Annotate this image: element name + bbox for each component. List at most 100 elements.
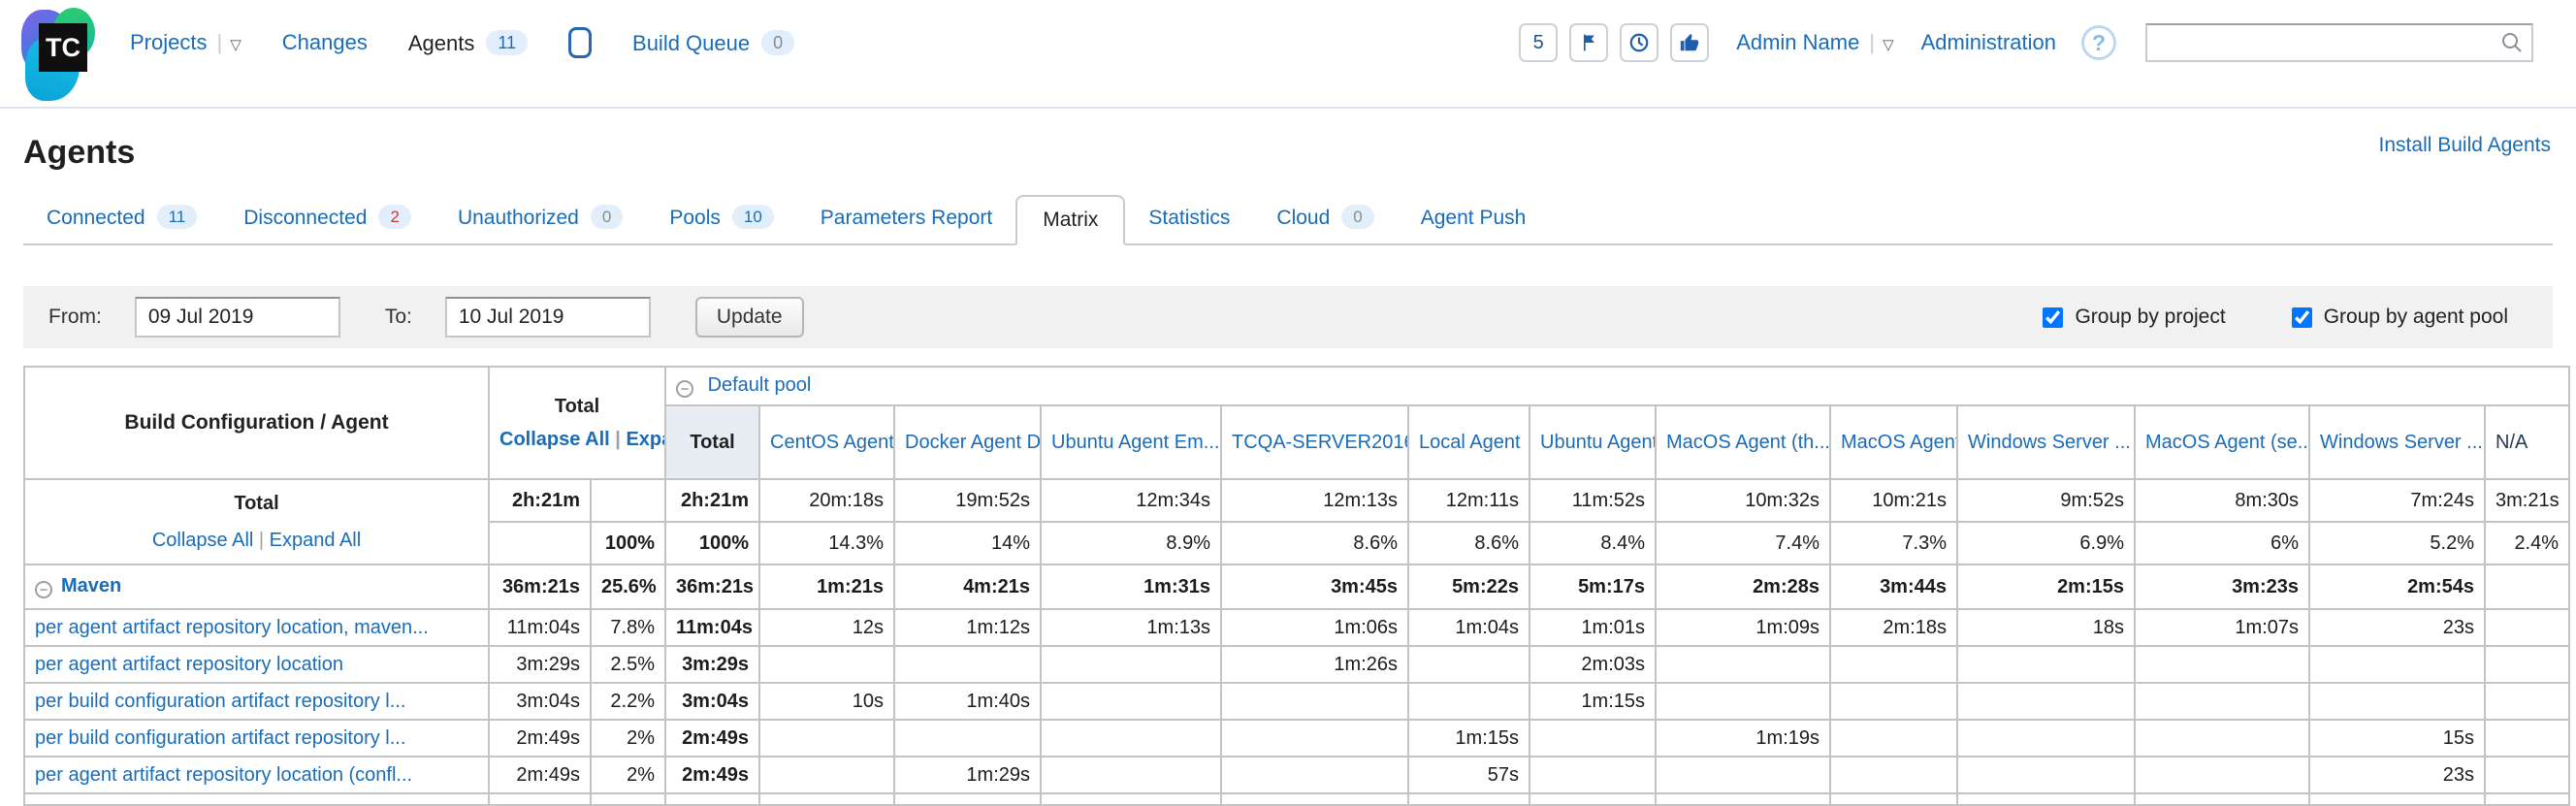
- agent-time-cell: 2m:18s: [1829, 608, 1958, 647]
- nav-changes[interactable]: Changes: [282, 30, 368, 55]
- chevron-down-icon[interactable]: ▽: [1883, 37, 1894, 53]
- build-config-link-maven[interactable]: Maven: [61, 575, 122, 596]
- tab-parameters-report[interactable]: Parameters Report: [820, 207, 993, 229]
- row-percent-cell: 2.2%: [590, 682, 666, 721]
- thumbs-up-icon[interactable]: [1670, 23, 1710, 62]
- row-time-cell: 36m:21s: [488, 564, 592, 610]
- collapse-pool-icon[interactable]: −: [676, 380, 693, 398]
- agent-link-local-agent[interactable]: Local Agent: [1419, 431, 1521, 453]
- administration-link[interactable]: Administration: [1920, 30, 2056, 54]
- agent-link-macos-agent-th[interactable]: MacOS Agent (th...: [1666, 431, 1830, 453]
- row-label-cell[interactable]: per agent artifact repository location (…: [23, 756, 490, 794]
- agent-column-windows-server[interactable]: Windows Server ...: [1956, 404, 2136, 480]
- search-input[interactable]: [2147, 31, 2500, 54]
- agent-column-macos-agent[interactable]: MacOS Agent: [1829, 404, 1958, 480]
- tab-disconnected[interactable]: Disconnected 2: [220, 195, 435, 243]
- agent-total-percent-cell: 100%: [664, 521, 760, 565]
- agent-link-windows-server[interactable]: Windows Server ...: [2320, 431, 2483, 453]
- build-config-link-per-agent-artifact-repository-location-c[interactable]: per agent artifact repository location (…: [35, 763, 413, 786]
- agent-column-windows-server[interactable]: Windows Server ...: [2308, 404, 2486, 480]
- agent-link-tcqa-server2016[interactable]: TCQA-SERVER2016: [1232, 431, 1408, 453]
- user-name-link[interactable]: Admin Name: [1736, 30, 1860, 54]
- teamcity-logo[interactable]: TC: [21, 8, 103, 105]
- agent-link-macos-agent[interactable]: MacOS Agent: [1841, 431, 1957, 453]
- row-label-cell[interactable]: − Maven: [23, 564, 490, 610]
- nav-changes-link[interactable]: Changes: [281, 30, 368, 54]
- collapse-group-icon[interactable]: −: [35, 581, 52, 598]
- user-menu[interactable]: Admin Name | ▽: [1736, 30, 1893, 55]
- agent-link-ubuntu-agent-em[interactable]: Ubuntu Agent Em...: [1051, 431, 1220, 453]
- tab-pools[interactable]: Pools 10: [646, 195, 796, 243]
- matrix-group-row: − Maven 36m:21s 25.6% 36m:21s 1m:21s 4m:21s 1m:…: [23, 564, 2571, 610]
- agent-time-cell: 1m:21s: [758, 564, 895, 610]
- tabs: Connected 11 Disconnected 2 Unauthorized 0 Poo…: [23, 195, 2553, 245]
- row-label-cell[interactable]: per agent artifact repository location, …: [23, 608, 490, 647]
- search-box[interactable]: [2145, 23, 2533, 62]
- update-button[interactable]: Update: [694, 297, 804, 338]
- row-label-cell[interactable]: per build configuration artifact reposit…: [23, 719, 490, 758]
- investigations-flag-icon[interactable]: [1569, 23, 1609, 62]
- collapse-all-link[interactable]: Collapse All: [151, 530, 254, 551]
- tab-agent-push[interactable]: Agent Push: [1420, 207, 1527, 229]
- tab-statistics[interactable]: Statistics: [1148, 207, 1231, 229]
- tab-unauthorized[interactable]: Unauthorized 0: [435, 195, 646, 243]
- agent-column-macos-agent-se[interactable]: MacOS Agent (se...: [2134, 404, 2310, 480]
- to-date-input[interactable]: [444, 297, 651, 338]
- nav-projects[interactable]: Projects | ▽: [130, 30, 242, 55]
- counter-box[interactable]: 5: [1519, 23, 1559, 62]
- matrix-total-time-row: Total Collapse All | Expand All 2h:21m 2h:2…: [23, 478, 2571, 565]
- row-label-cell[interactable]: per agent artifact repository location: [23, 645, 490, 684]
- group-by-agent-pool-option[interactable]: Group by agent pool: [2288, 305, 2508, 331]
- row-time-cell: 11m:04s: [488, 608, 592, 647]
- agent-link-windows-server[interactable]: Windows Server ...: [1968, 431, 2131, 453]
- expand-all-link[interactable]: Expand All: [269, 530, 362, 551]
- agent-column-local-agent[interactable]: Local Agent: [1407, 404, 1530, 480]
- agent-time-cell: [2483, 608, 2571, 647]
- install-build-agents-link[interactable]: Install Build Agents: [2378, 134, 2551, 156]
- agent-time-cell: 15s: [2308, 719, 2486, 758]
- collapse-all-link[interactable]: Collapse All: [499, 429, 610, 450]
- nav-agents[interactable]: Agents 11: [407, 29, 529, 56]
- clock-icon[interactable]: [1620, 23, 1659, 62]
- search-icon[interactable]: [2500, 31, 2531, 54]
- agent-link-ubuntu-agent[interactable]: Ubuntu Agent: [1540, 431, 1656, 453]
- rounded-outline-icon[interactable]: [568, 27, 593, 58]
- build-config-link-per-agent-artifact-repository-location-m[interactable]: per agent artifact repository location, …: [35, 616, 429, 638]
- build-config-link-per-agent-artifact-repository-location[interactable]: per agent artifact repository location: [35, 653, 343, 675]
- agent-link-macos-agent-se[interactable]: MacOS Agent (se...: [2145, 431, 2309, 453]
- nav-agents-label[interactable]: Agents: [407, 30, 475, 55]
- agent-link-centos-agent[interactable]: CentOS Agent: [770, 431, 894, 453]
- agent-column-centos-agent[interactable]: CentOS Agent: [758, 404, 895, 480]
- agent-link-docker-agent-d[interactable]: Docker Agent D: [905, 431, 1041, 453]
- group-by-agent-pool-checkbox[interactable]: [2291, 306, 2312, 328]
- build-config-link-per-build-configuration-artifact-reposit[interactable]: per build configuration artifact reposit…: [35, 726, 406, 749]
- nav-projects-link[interactable]: Projects: [130, 30, 208, 54]
- agent-time-cell: [758, 756, 895, 794]
- group-by-project-option[interactable]: Group by project: [2039, 305, 2226, 331]
- agent-time-cell: 2m:03s: [1529, 645, 1657, 684]
- expand-all-link[interactable]: Expand All: [626, 429, 663, 450]
- agent-column-tcqa-server2016[interactable]: TCQA-SERVER2016: [1220, 404, 1409, 480]
- matrix-row: per agent artifact repository location, …: [23, 608, 2571, 647]
- default-pool-link[interactable]: Default pool: [707, 374, 812, 396]
- agent-time-cell: [1040, 682, 1222, 721]
- tab-connected[interactable]: Connected 11: [23, 195, 220, 243]
- agent-time-cell: [2483, 645, 2571, 684]
- agent-time-cell: [2308, 645, 2486, 684]
- tab-matrix[interactable]: Matrix: [1015, 195, 1126, 245]
- help-icon[interactable]: ?: [2081, 25, 2116, 60]
- divider: |: [1869, 30, 1876, 54]
- agent-column-macos-agent-th[interactable]: MacOS Agent (th...: [1655, 404, 1831, 480]
- row-label-cell[interactable]: per build configuration artifact reposit…: [23, 682, 490, 721]
- group-by-project-checkbox[interactable]: [2043, 306, 2064, 328]
- chevron-down-icon[interactable]: ▽: [230, 37, 242, 53]
- agent-column-docker-agent-d[interactable]: Docker Agent D: [893, 404, 1042, 480]
- agent-column-ubuntu-agent[interactable]: Ubuntu Agent: [1529, 404, 1657, 480]
- nav-build-queue[interactable]: Build Queue 0: [632, 29, 795, 56]
- nav-build-queue-link[interactable]: Build Queue: [632, 30, 751, 55]
- build-config-link-per-build-configuration-artifact-reposit[interactable]: per build configuration artifact reposit…: [35, 690, 406, 712]
- agent-total-percent-cell: 8.9%: [1040, 521, 1222, 565]
- agent-column-ubuntu-agent-em[interactable]: Ubuntu Agent Em...: [1040, 404, 1222, 480]
- tab-cloud[interactable]: Cloud 0: [1253, 195, 1397, 243]
- from-date-input[interactable]: [134, 297, 340, 338]
